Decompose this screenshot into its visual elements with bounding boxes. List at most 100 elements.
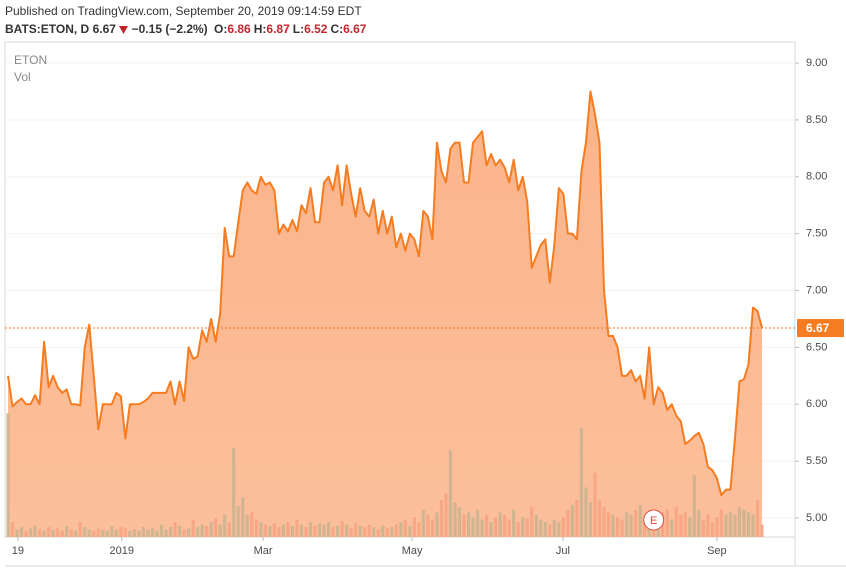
- volume-bar: [223, 514, 227, 537]
- volume-bar: [363, 527, 367, 537]
- volume-bar: [692, 475, 696, 537]
- x-tick-label: Mar: [254, 545, 273, 557]
- volume-bar: [742, 509, 746, 537]
- change: −0.15 (−2.2%): [131, 22, 208, 36]
- volume-bar: [286, 522, 290, 537]
- volume-bar: [552, 519, 556, 537]
- volume-bar: [150, 528, 155, 537]
- volume-bar: [313, 525, 317, 537]
- volume-bar: [561, 517, 565, 537]
- volume-bar: [737, 507, 742, 537]
- volume-bar: [28, 528, 33, 537]
- volume-bar: [602, 507, 606, 537]
- volume-bar: [670, 519, 674, 537]
- volume-bar: [96, 528, 100, 537]
- ohlc-value: 6.86: [227, 22, 251, 36]
- volume-bar: [579, 428, 584, 537]
- volume-bar: [263, 524, 267, 537]
- volume-bar: [634, 509, 638, 537]
- volume-bar: [715, 517, 719, 537]
- volume-bar: [87, 529, 91, 537]
- volume-bar: [37, 529, 42, 537]
- volume-bar: [746, 512, 751, 537]
- series-name: ETON: [14, 53, 47, 67]
- volume-bar: [620, 519, 624, 537]
- volume-bar: [638, 504, 642, 537]
- volume-bar: [539, 519, 543, 537]
- volume-bar: [205, 525, 209, 537]
- volume-bar: [751, 514, 755, 537]
- volume-bar: [254, 519, 258, 537]
- volume-bar: [141, 527, 146, 537]
- volume-bar: [697, 509, 701, 537]
- volume-bar: [250, 512, 254, 537]
- volume-bar: [259, 522, 263, 537]
- volume-bar: [430, 519, 435, 537]
- volume-bar: [227, 522, 231, 537]
- volume-bar: [6, 413, 10, 537]
- volume-bar: [245, 514, 249, 537]
- volume-bar: [272, 523, 276, 537]
- volume-bar: [123, 528, 127, 537]
- volume-bar: [728, 512, 733, 537]
- volume-bar: [381, 525, 385, 537]
- volume-bar: [701, 519, 705, 537]
- volume-bar: [489, 522, 493, 537]
- y-tick-label: 6.00: [806, 398, 827, 410]
- volume-bar: [566, 509, 570, 537]
- volume-bar: [277, 527, 281, 537]
- ohlc-label: C:: [330, 22, 344, 36]
- volume-bar: [119, 527, 123, 537]
- volume-bar: [588, 502, 593, 537]
- volume-bar: [42, 530, 46, 537]
- volume-bar: [56, 528, 60, 537]
- volume-bar: [78, 522, 82, 537]
- volume-bar: [412, 517, 416, 537]
- volume-bar: [453, 502, 457, 537]
- volume-bar: [281, 524, 286, 537]
- volume-bar: [196, 527, 200, 537]
- volume-bar: [498, 512, 502, 537]
- volume-bar: [376, 529, 380, 537]
- volume-bar: [317, 523, 322, 537]
- y-tick-label: 5.00: [806, 512, 827, 524]
- volume-bar: [65, 525, 69, 537]
- x-tick-label: 2019: [110, 545, 134, 557]
- volume-bar: [624, 512, 629, 537]
- ohlc-value: 6.67: [343, 22, 367, 36]
- volume-bar: [471, 517, 475, 537]
- volume-bar: [322, 524, 326, 537]
- y-tick-label: 8.50: [806, 114, 827, 126]
- symbol-line: BATS:ETON, D 6.67 −0.15 (−2.2%) O:6.86 H:…: [5, 22, 366, 36]
- y-tick-label: 8.00: [806, 171, 827, 183]
- volume-bar: [236, 506, 240, 537]
- volume-bar: [512, 509, 516, 537]
- y-tick-label: 7.00: [806, 284, 827, 296]
- volume-bar: [92, 530, 96, 537]
- volume-bar: [232, 447, 236, 537]
- volume-bar: [182, 529, 186, 537]
- volume-bar: [69, 529, 73, 537]
- volume-bar: [74, 530, 78, 537]
- ohlc-value: 6.87: [266, 22, 290, 36]
- volume-bar: [114, 529, 118, 537]
- volume-bar: [60, 530, 64, 537]
- volume-bar: [173, 522, 177, 537]
- volume-bar: [679, 514, 683, 537]
- volume-bar: [611, 514, 615, 537]
- volume-bar: [503, 514, 507, 537]
- volume-bar: [340, 520, 344, 537]
- volume-bar: [494, 517, 498, 537]
- volume-bar: [335, 525, 340, 537]
- volume-bar: [218, 524, 222, 537]
- volume-bar: [543, 522, 547, 537]
- volume-bar: [105, 530, 109, 537]
- volume-bar: [548, 524, 552, 537]
- last-price-box: [797, 319, 844, 338]
- volume-bar: [724, 514, 728, 537]
- volume-bar: [457, 507, 462, 537]
- volume-bar: [128, 530, 132, 537]
- volume-bar: [345, 524, 349, 537]
